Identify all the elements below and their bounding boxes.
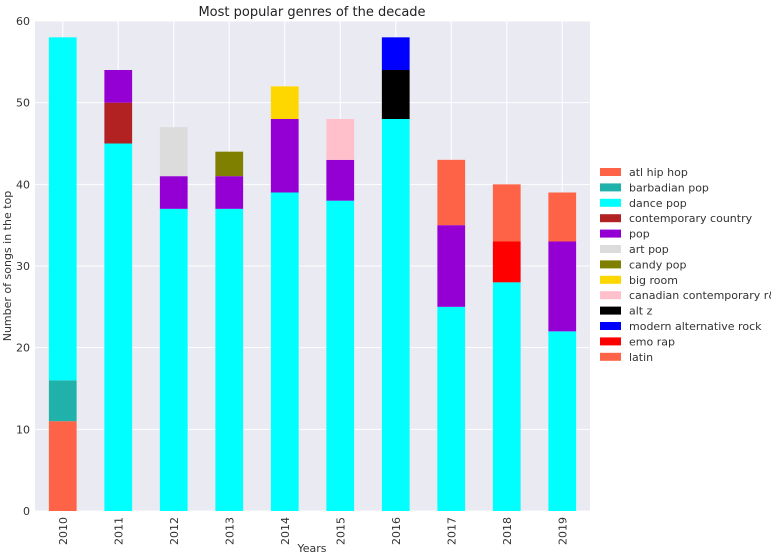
x-tick-label: 2013 [223,517,236,545]
x-tick-label: 2017 [445,517,458,545]
legend-label: atl hip hop [629,166,688,179]
bar-segment [104,143,133,511]
bar-segment [326,119,355,160]
legend-swatch [600,245,621,253]
y-tick-label: 10 [16,423,30,436]
x-tick-labels: 2010 2011 2012 2013 2014 2015 2016 2017 2018 2019 [57,517,570,545]
legend-label: candy pop [629,258,686,271]
bar-segment [381,37,410,70]
legend-label: modern alternative rock [629,320,762,333]
legend-label: canadian contemporary r&b [629,289,771,302]
legend-swatch [600,275,621,284]
legend-label: emo rap [629,335,675,348]
bar-segment [492,282,521,511]
bar-segment [492,241,521,283]
y-tick-label: 0 [23,505,30,518]
legend-swatch [600,198,621,207]
bar-segment [159,127,188,177]
legend-label: big room [629,274,678,287]
legend-label: pop [629,228,650,241]
bar-segment [159,208,188,512]
legend-swatch [600,337,621,346]
x-tick-label: 2011 [112,517,125,545]
bar-segment [548,192,577,242]
y-tick-label: 50 [16,97,30,110]
bar-segment [548,241,577,332]
bar-segment [270,86,299,119]
legend-swatch [600,168,621,176]
bar-segment [48,421,77,511]
bars [48,37,577,512]
chart-title: Most popular genres of the decade [198,5,425,20]
x-tick-label: 2018 [501,517,514,545]
bar-segment [215,208,244,512]
bar-segment [381,70,410,119]
legend-label: art pop [629,243,669,256]
legend-swatch [600,260,621,269]
x-axis-label: Years [296,542,326,555]
legend-swatch [600,322,621,330]
bar-segment [548,331,577,511]
x-tick-label: 2019 [556,517,569,545]
y-tick-label: 20 [16,342,30,355]
x-tick-label: 2010 [57,517,70,545]
legend-swatch [600,214,621,223]
legend-swatch [600,183,621,192]
legend-label: dance pop [629,197,687,210]
x-tick-label: 2014 [279,517,292,545]
bar-segment [104,70,133,103]
x-tick-label: 2015 [334,517,347,545]
bar-segment [48,380,77,422]
y-tick-label: 30 [16,260,30,273]
y-tick-label: 40 [16,178,30,191]
bar-segment [326,200,355,511]
y-tick-label: 60 [16,15,30,28]
bar-segment [104,102,133,144]
bar-segment [159,176,188,209]
bar-segment [215,176,244,209]
legend-label: alt z [629,305,653,318]
y-tick-labels: 0 10 20 30 40 50 60 [16,15,30,518]
legend-swatch [600,352,621,361]
legend: atl hip hop barbadian pop dance pop contemp… [600,166,771,364]
legend-swatch [600,291,621,300]
bar-segment [270,192,299,511]
bar-segment [270,119,299,193]
bar-segment [437,306,466,511]
x-tick-label: 2012 [168,517,181,545]
bar-segment [215,151,244,177]
bar-segment [437,225,466,307]
legend-label: contemporary country [629,212,753,225]
y-axis-label: Number of songs in the top [1,191,14,342]
bar-segment [326,159,355,201]
bar-segment [492,184,521,242]
bar-segment [381,119,410,511]
x-tick-label: 2016 [390,517,403,545]
legend-label: barbadian pop [629,181,709,194]
bar-segment [48,37,77,381]
legend-label: latin [629,351,653,364]
legend-swatch [600,229,621,238]
bar-segment [437,159,466,226]
legend-swatch [600,306,621,315]
